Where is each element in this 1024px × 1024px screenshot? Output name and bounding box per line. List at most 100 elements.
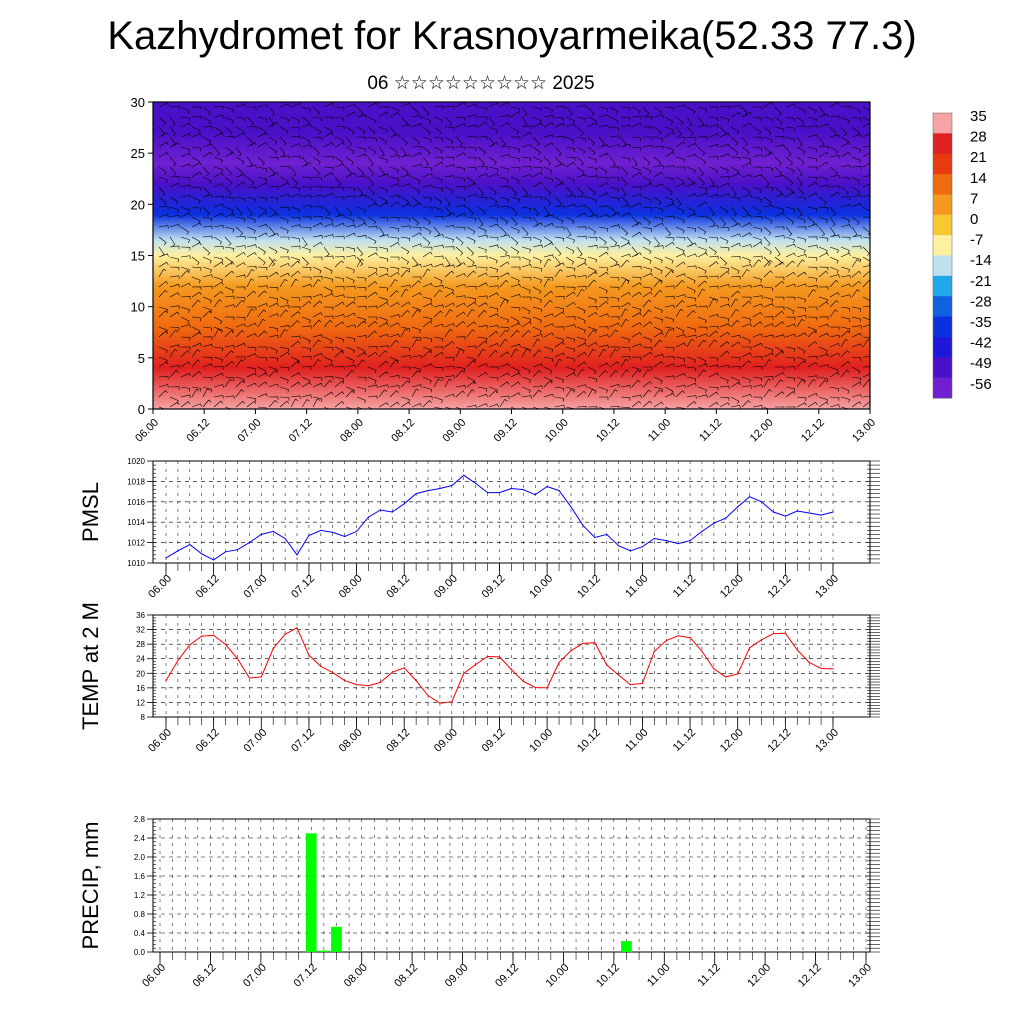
wind-barb	[576, 166, 585, 176]
wind-barb	[202, 106, 211, 116]
wind-barb	[301, 283, 312, 288]
wind-barb	[730, 233, 741, 238]
pmsl-point	[475, 482, 477, 484]
wind-barb	[356, 406, 364, 409]
wind-barb	[785, 376, 796, 382]
wind-barb	[356, 335, 367, 339]
wind-barb	[290, 245, 301, 250]
wind-barb	[862, 401, 870, 408]
wind-barb	[642, 144, 653, 149]
wind-barb	[521, 276, 532, 281]
x-tick-label: 06.00	[146, 573, 174, 601]
wind-barb	[334, 176, 342, 187]
wind-barb	[477, 156, 485, 166]
wind-barb	[576, 336, 587, 343]
wind-barb	[741, 284, 752, 289]
temp-point	[427, 694, 429, 697]
wind-barb	[345, 111, 356, 118]
wind-barb	[653, 222, 664, 228]
wind-barb	[444, 406, 454, 409]
wind-barb	[334, 116, 345, 122]
wind-barb	[477, 266, 488, 271]
wind-barb	[620, 291, 631, 298]
wind-barb	[246, 322, 257, 328]
wind-barb	[334, 321, 345, 328]
wind-barb	[400, 203, 411, 208]
wind-barb	[378, 216, 389, 222]
wind-barb	[345, 346, 355, 354]
wind-barb	[686, 334, 697, 339]
wind-barb	[158, 225, 169, 229]
x-tick-label: 11.12	[671, 573, 698, 600]
wind-barb	[697, 156, 707, 165]
wind-barb	[235, 146, 242, 157]
wind-barb	[554, 358, 563, 368]
wind-barb	[763, 303, 774, 308]
wind-barb	[257, 346, 268, 351]
wind-barb	[818, 364, 829, 368]
wind-barb	[455, 320, 466, 328]
wind-barb	[499, 176, 509, 183]
wind-barb	[796, 146, 806, 155]
wind-barb	[444, 291, 455, 298]
wind-barb	[752, 196, 762, 203]
y-tick-label: 1012	[127, 539, 145, 548]
wind-barb	[587, 348, 596, 358]
wind-barb	[675, 246, 685, 254]
wind-barb	[224, 196, 235, 201]
wind-barb	[587, 196, 597, 204]
wind-barb	[796, 306, 807, 312]
wind-barb	[180, 306, 190, 313]
wind-barb	[455, 246, 464, 256]
wind-barb	[818, 353, 829, 358]
wind-barb	[191, 146, 202, 152]
temp-point	[463, 672, 465, 674]
wind-barb	[598, 176, 609, 181]
wind-barb	[862, 395, 870, 398]
wind-barb	[521, 116, 528, 127]
colorbar-swatch	[933, 296, 952, 318]
wind-barb	[411, 226, 422, 231]
wind-barb	[565, 386, 576, 393]
wind-barb	[411, 264, 422, 268]
wind-barb	[807, 316, 818, 321]
wind-barb	[499, 316, 509, 324]
wind-barb	[532, 333, 543, 338]
wind-barb	[268, 296, 279, 302]
wind-barb	[323, 234, 334, 238]
wind-barb	[785, 166, 795, 174]
wind-barb	[180, 246, 191, 251]
wind-barb	[851, 343, 862, 348]
wind-barb	[301, 144, 312, 149]
wind-barb	[818, 396, 828, 403]
wind-barb	[191, 171, 202, 178]
wind-barb	[532, 369, 542, 378]
wind-barb	[356, 114, 367, 119]
pmsl-point	[415, 493, 417, 495]
wind-barb	[235, 206, 243, 217]
temp-point	[772, 633, 775, 635]
wind-barb	[631, 221, 642, 228]
wind-barb	[367, 320, 378, 328]
wind-barb	[499, 261, 510, 268]
wind-barb	[796, 396, 807, 402]
wind-barb	[664, 116, 674, 125]
wind-barb	[191, 242, 202, 248]
wind-barb	[664, 176, 675, 183]
wind-barb	[246, 353, 257, 358]
wind-barb	[169, 256, 180, 263]
wind-barb	[708, 275, 719, 280]
wind-barb	[598, 114, 609, 118]
wind-barb	[477, 386, 488, 392]
wind-barb	[862, 216, 870, 218]
wind-barb	[642, 321, 653, 328]
wind-barb	[719, 105, 730, 110]
wind-barb	[730, 356, 741, 361]
x-tick-label: 10.00	[544, 962, 572, 990]
wind-barb	[235, 286, 246, 290]
wind-barb	[543, 196, 552, 206]
wind-barb	[290, 320, 300, 328]
wind-barb	[763, 270, 773, 278]
wind-barb	[180, 324, 191, 328]
wind-barb	[576, 288, 585, 298]
